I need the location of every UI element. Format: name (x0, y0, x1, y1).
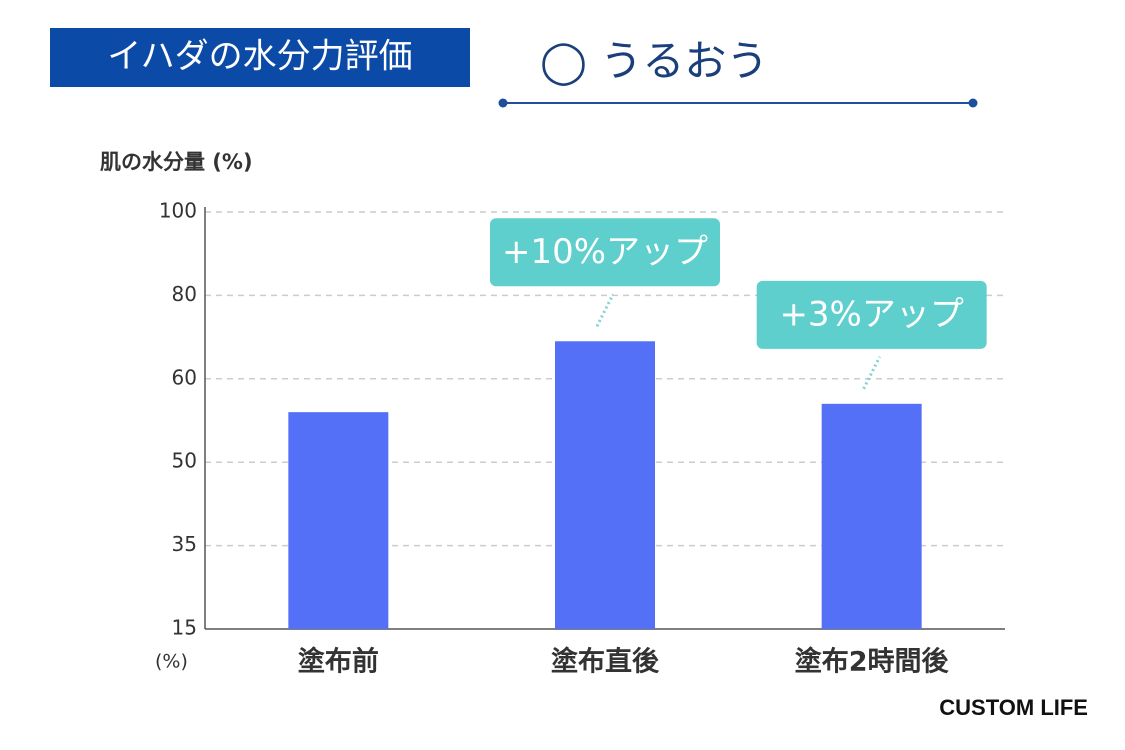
bar (555, 341, 655, 629)
y-tick-label: 15 (172, 616, 197, 640)
bar (288, 412, 389, 629)
y-tick-label: 50 (172, 449, 197, 473)
page-title: イハダの水分力評価 (107, 37, 412, 77)
annotation-box (490, 218, 720, 287)
x-tick-label: 塗布前 (298, 646, 379, 678)
y-tick-label: 100 (159, 199, 197, 223)
y-axis-label: 肌の水分量 (%) (100, 150, 253, 174)
dot (968, 98, 978, 108)
brand: CUSTOM LIFE (939, 695, 1088, 720)
bar (821, 403, 922, 629)
x-unit: (%) (155, 651, 188, 673)
rating: ◯ うるおう (540, 37, 768, 87)
annotation: +10%アップ (502, 232, 708, 272)
y-tick-label: 35 (172, 532, 197, 556)
x-tick-label: 塗布直後 (551, 646, 660, 678)
title-box (50, 28, 470, 87)
annotation-box (756, 280, 987, 349)
connector (595, 293, 615, 327)
y-tick-label: 80 (172, 282, 197, 306)
connector (862, 356, 882, 390)
annotation: +3%アップ (779, 294, 963, 334)
y-tick-label: 60 (172, 365, 197, 389)
x-tick-label: 塗布2時間後 (795, 646, 950, 678)
dot (498, 98, 508, 108)
